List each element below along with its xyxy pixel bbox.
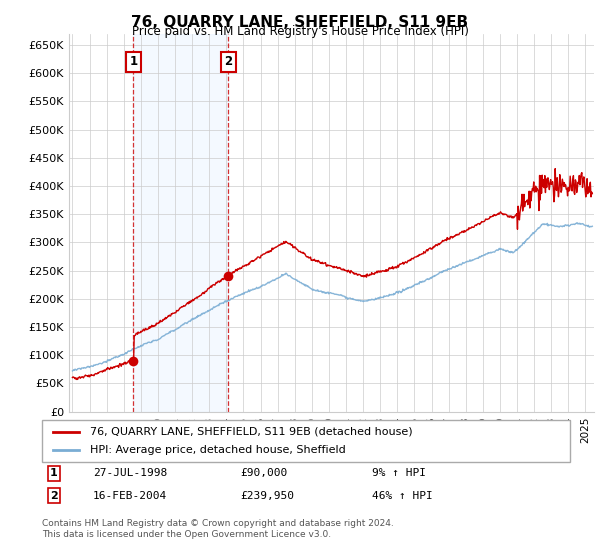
Text: Price paid vs. HM Land Registry's House Price Index (HPI): Price paid vs. HM Land Registry's House … (131, 25, 469, 38)
FancyBboxPatch shape (42, 420, 570, 462)
Text: Contains HM Land Registry data © Crown copyright and database right 2024.
This d: Contains HM Land Registry data © Crown c… (42, 520, 394, 539)
Text: 46% ↑ HPI: 46% ↑ HPI (372, 491, 433, 501)
Text: 2: 2 (50, 491, 58, 501)
Text: 76, QUARRY LANE, SHEFFIELD, S11 9EB (detached house): 76, QUARRY LANE, SHEFFIELD, S11 9EB (det… (89, 427, 412, 437)
Text: 1: 1 (50, 468, 58, 478)
Text: 16-FEB-2004: 16-FEB-2004 (93, 491, 167, 501)
Text: 1: 1 (130, 55, 137, 68)
Text: £239,950: £239,950 (240, 491, 294, 501)
Text: £90,000: £90,000 (240, 468, 287, 478)
Text: 76, QUARRY LANE, SHEFFIELD, S11 9EB: 76, QUARRY LANE, SHEFFIELD, S11 9EB (131, 15, 469, 30)
Text: 2: 2 (224, 55, 232, 68)
Text: 9% ↑ HPI: 9% ↑ HPI (372, 468, 426, 478)
Text: HPI: Average price, detached house, Sheffield: HPI: Average price, detached house, Shef… (89, 445, 345, 455)
Bar (133, 34, 229, 412)
Text: 27-JUL-1998: 27-JUL-1998 (93, 468, 167, 478)
